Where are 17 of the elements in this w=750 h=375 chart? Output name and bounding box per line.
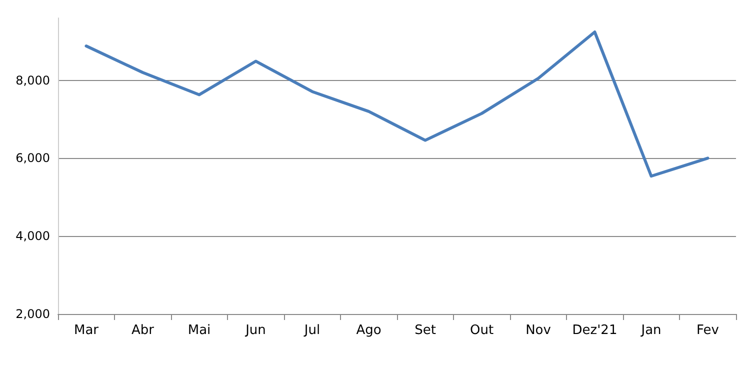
y-tick-label: 2,000 bbox=[16, 307, 50, 321]
x-tick-label: Dez'21 bbox=[572, 323, 618, 338]
x-tick-label: Jan bbox=[640, 323, 662, 338]
line-series bbox=[84, 30, 710, 178]
x-tick-label: Out bbox=[470, 323, 494, 338]
x-tick-label: Abr bbox=[132, 323, 155, 338]
x-tick-label: Mai bbox=[188, 323, 211, 338]
x-tick-label: Fev bbox=[696, 323, 720, 338]
x-tick-label: Jul bbox=[303, 323, 320, 338]
y-tick-label: 6,000 bbox=[16, 151, 50, 166]
y-tick-label: 4,000 bbox=[16, 229, 50, 244]
y-tick-label: 8,000 bbox=[16, 73, 50, 88]
x-tick-label: Ago bbox=[356, 323, 382, 338]
x-tick-label: Jun bbox=[244, 323, 266, 338]
x-tick-label: Mar bbox=[74, 323, 100, 338]
x-tick-label: Set bbox=[414, 323, 436, 338]
x-tick-label: Nov bbox=[526, 323, 552, 338]
